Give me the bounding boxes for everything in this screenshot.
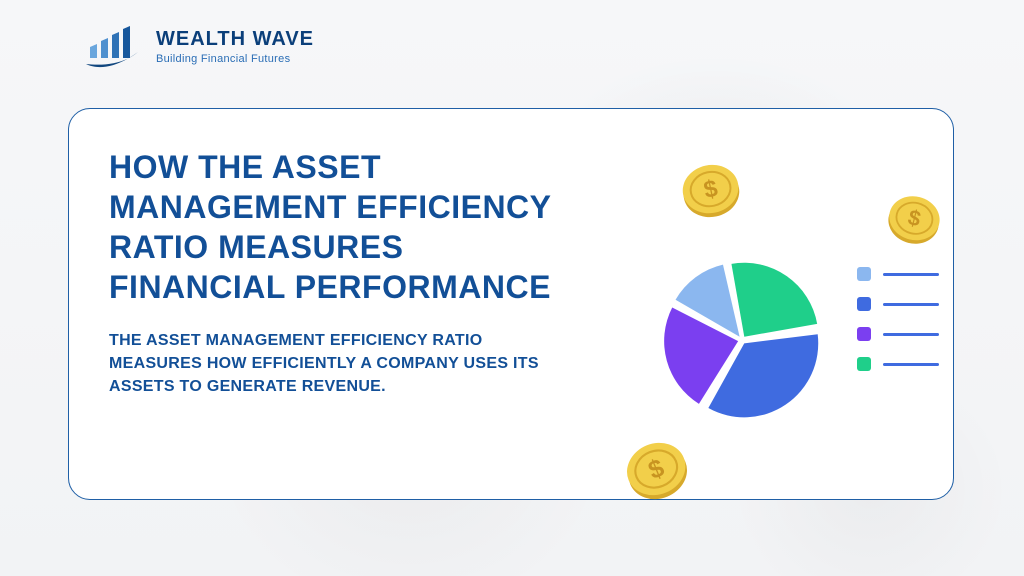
coin-icon: $ xyxy=(673,153,749,229)
legend-line xyxy=(883,303,939,306)
pie-chart xyxy=(657,255,827,425)
legend-line xyxy=(883,333,939,336)
illustration-column: $ $ $ xyxy=(599,147,913,461)
legend-item xyxy=(857,327,939,341)
headline: HOW THE ASSET MANAGEMENT EFFICIENCY RATI… xyxy=(109,147,579,307)
brand-name: WEALTH WAVE xyxy=(156,28,314,51)
legend-swatch xyxy=(857,327,871,341)
legend-swatch xyxy=(857,267,871,281)
legend-line xyxy=(883,363,939,366)
coin-icon: $ xyxy=(879,185,949,255)
legend-item xyxy=(857,267,939,281)
legend-item xyxy=(857,297,939,311)
content-card: HOW THE ASSET MANAGEMENT EFFICIENCY RATI… xyxy=(68,108,954,500)
sub-copy: THE ASSET MANAGEMENT EFFICIENCY RATIO ME… xyxy=(109,329,539,399)
content-text-column: HOW THE ASSET MANAGEMENT EFFICIENCY RATI… xyxy=(109,147,599,461)
pie-legend xyxy=(857,267,939,371)
legend-line xyxy=(883,273,939,276)
wealth-wave-logo-icon xyxy=(84,24,142,68)
pie-slice xyxy=(731,263,817,337)
legend-swatch xyxy=(857,297,871,311)
brand-tagline: Building Financial Futures xyxy=(156,53,314,65)
brand-logo: WEALTH WAVE Building Financial Futures xyxy=(84,24,314,68)
legend-item xyxy=(857,357,939,371)
legend-swatch xyxy=(857,357,871,371)
